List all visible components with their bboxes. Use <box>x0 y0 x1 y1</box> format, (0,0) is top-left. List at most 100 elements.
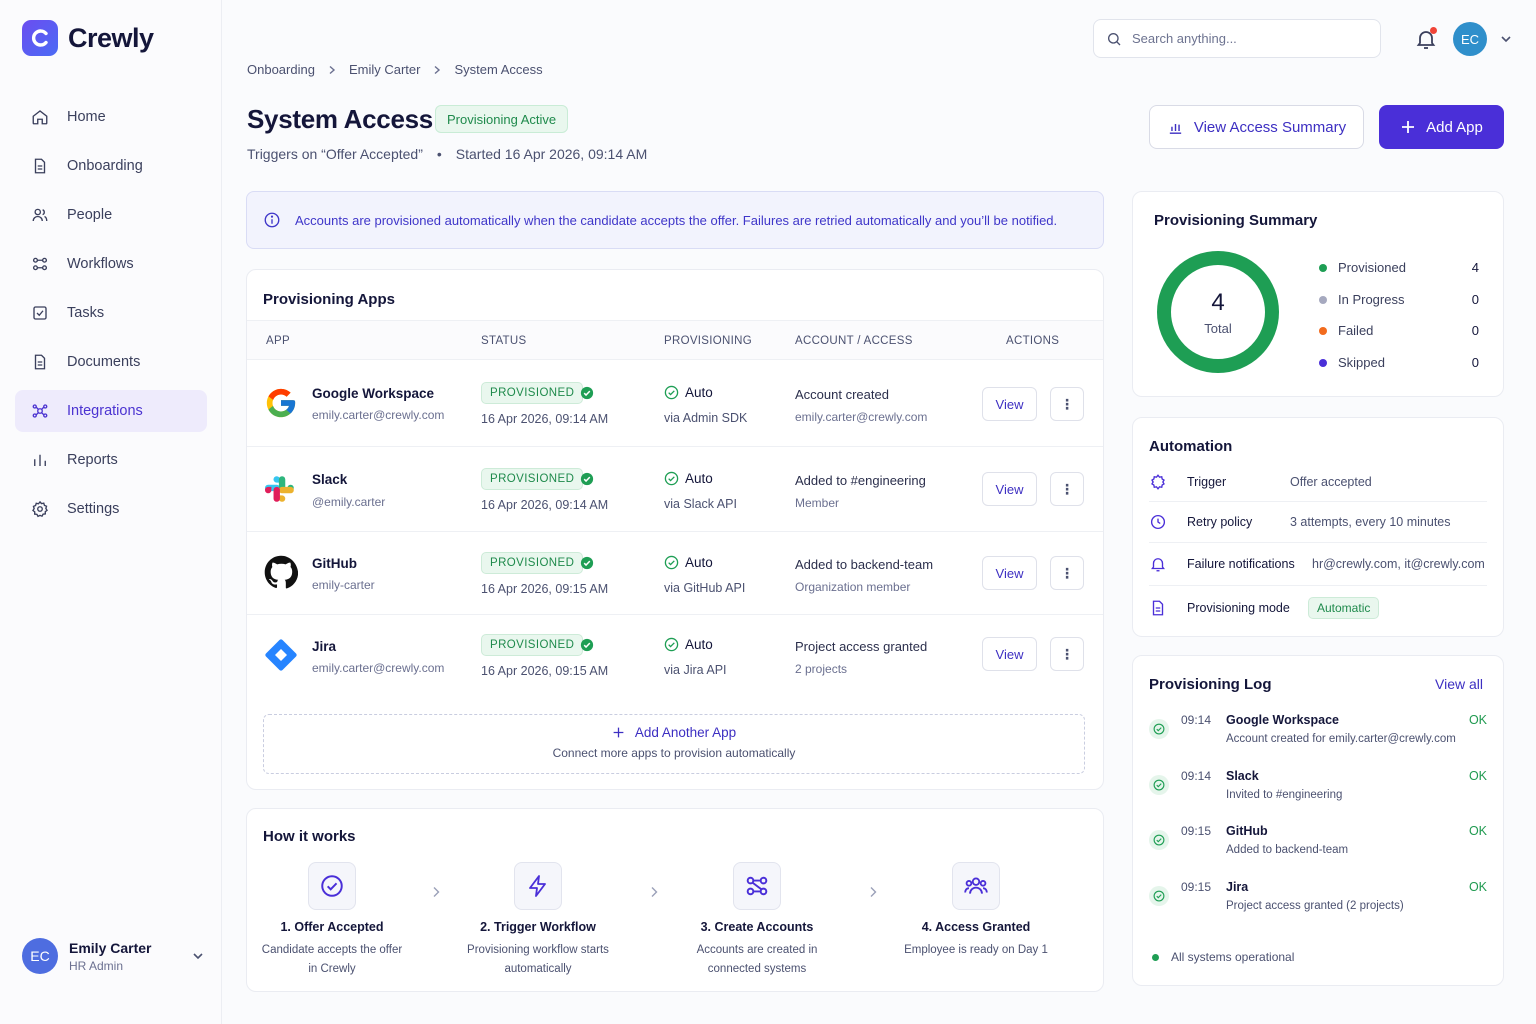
step-title: 3. Create Accounts <box>700 920 814 934</box>
provisioning-mode-label: Auto <box>685 637 713 652</box>
status-badge: PROVISIONED <box>481 552 584 574</box>
search-bar[interactable] <box>1093 19 1381 58</box>
breadcrumb-item[interactable]: Emily Carter <box>348 62 421 77</box>
integrations-icon <box>32 404 48 418</box>
log-time: 09:15 <box>1181 824 1212 838</box>
sidebar-item-onboarding[interactable]: Onboarding <box>15 145 207 187</box>
gear-icon <box>32 500 48 518</box>
notification-dot <box>1430 27 1437 34</box>
sidebar-item-reports[interactable]: Reports <box>15 439 207 481</box>
log-status: OK <box>1468 880 1487 894</box>
provisioning-log-card: Provisioning Log View all 09:14 Google W… <box>1132 655 1504 986</box>
sidebar-item-documents[interactable]: Documents <box>15 341 207 383</box>
status-date: 16 Apr 2026, 09:14 AM <box>481 498 609 512</box>
started-text: Started 16 Apr 2026, 09:14 AM <box>455 146 648 162</box>
add-app-button[interactable]: Add App <box>1379 105 1504 149</box>
user-name: Emily Carter <box>69 939 152 956</box>
app-account: emily-carter <box>312 578 375 592</box>
divider <box>1149 542 1487 543</box>
trigger-icon <box>1151 474 1165 490</box>
chevron-down-icon[interactable] <box>192 950 204 962</box>
how-step: 2. Trigger Workflow Provisioning workflo… <box>453 862 623 979</box>
view-all-link[interactable]: View all <box>1435 676 1483 692</box>
add-another-label: Add Another App <box>634 725 737 740</box>
check-circle-outline-icon <box>664 555 679 570</box>
view-button[interactable]: View <box>982 472 1037 506</box>
more-options-button[interactable]: ⋮ <box>1050 637 1084 671</box>
sidebar-item-home[interactable]: Home <box>15 96 207 138</box>
brand-name: Crewly <box>68 22 154 53</box>
header-avatar[interactable]: EC <box>1453 22 1487 56</box>
sidebar-item-label: People <box>67 207 113 223</box>
view-button[interactable]: View <box>982 556 1037 590</box>
log-description: Added to backend-team <box>1226 844 1349 856</box>
app-name: Slack <box>312 472 348 487</box>
sidebar-item-settings[interactable]: Settings <box>15 488 207 530</box>
card-title: Provisioning Log <box>1149 676 1272 693</box>
column-header-provisioning: PROVISIONING <box>664 335 752 347</box>
more-options-button[interactable]: ⋮ <box>1050 387 1084 421</box>
account-status: Project access granted <box>795 639 928 654</box>
sidebar-user[interactable]: EC Emily Carter HR Admin <box>22 938 204 974</box>
brand-logo[interactable]: Crewly <box>22 20 154 56</box>
google-icon <box>263 385 299 421</box>
account-detail: 2 projects <box>795 662 848 676</box>
column-header-actions: ACTIONS <box>1006 335 1060 347</box>
jira-icon <box>263 637 299 673</box>
account-detail: Organization member <box>795 580 911 594</box>
team-icon <box>952 862 1000 910</box>
card-title: Provisioning Apps <box>263 291 395 308</box>
more-options-button[interactable]: ⋮ <box>1050 472 1084 506</box>
table-row: Jira emily.carter@crewly.com PROVISIONED… <box>247 615 1103 697</box>
legend-count: 0 <box>1471 323 1479 338</box>
add-another-app-button[interactable]: Add Another App Connect more apps to pro… <box>263 714 1085 774</box>
check-circle-outline-icon <box>664 385 679 400</box>
provisioning-mode: Auto <box>664 385 713 400</box>
status-dot <box>1152 953 1159 961</box>
search-icon <box>1108 32 1121 45</box>
notifications-bell-icon[interactable] <box>1414 27 1438 51</box>
sidebar-item-people[interactable]: People <box>15 194 207 236</box>
legend-item: Skipped 0 <box>1319 355 1479 370</box>
document-icon <box>1152 600 1164 616</box>
status-badge: PROVISIONED <box>481 634 584 656</box>
log-app: GitHub <box>1226 824 1268 838</box>
app-name: GitHub <box>312 556 357 571</box>
check-circle-outline-icon <box>664 471 679 486</box>
sidebar-nav: Home Onboarding People Workflows Tasks D… <box>15 96 207 537</box>
more-options-button[interactable]: ⋮ <box>1050 556 1084 590</box>
app-name: Jira <box>312 639 337 654</box>
status-badge: PROVISIONED <box>481 468 584 490</box>
breadcrumb-item[interactable]: Onboarding <box>247 62 315 77</box>
system-status-text: All systems operational <box>1171 950 1295 964</box>
sidebar-item-workflows[interactable]: Workflows <box>15 243 207 285</box>
home-icon <box>32 110 48 125</box>
status-date: 16 Apr 2026, 09:15 AM <box>481 664 609 678</box>
crewly-logo-icon <box>22 20 58 56</box>
view-button[interactable]: View <box>982 387 1037 421</box>
legend-label: In Progress <box>1338 292 1405 307</box>
account-status: Added to #engineering <box>795 473 926 488</box>
view-button[interactable]: View <box>982 637 1037 671</box>
view-access-summary-button[interactable]: View Access Summary <box>1149 105 1364 149</box>
legend-label: Skipped <box>1338 355 1385 370</box>
donut-ring-provisioned <box>1157 251 1279 373</box>
column-header-status: STATUS <box>481 335 527 347</box>
checkbox-icon <box>33 306 47 320</box>
sidebar-item-tasks[interactable]: Tasks <box>15 292 207 334</box>
search-input[interactable] <box>1132 31 1362 46</box>
sidebar-item-label: Onboarding <box>67 158 143 174</box>
log-app: Google Workspace <box>1226 713 1339 727</box>
automation-row-mode: Provisioning mode Automatic <box>1149 597 1487 619</box>
app-account: emily.carter@crewly.com <box>312 408 445 422</box>
chevron-down-icon[interactable] <box>1500 33 1512 45</box>
add-another-sub: Connect more apps to provision automatic… <box>552 746 796 760</box>
breadcrumb-item-current: System Access <box>454 62 543 77</box>
legend-count: 0 <box>1471 292 1479 307</box>
chevron-right-icon <box>329 65 336 74</box>
lightning-icon <box>514 862 562 910</box>
column-header-app: APP <box>266 335 290 347</box>
log-status: OK <box>1468 824 1487 838</box>
legend-label: Provisioned <box>1338 260 1406 275</box>
sidebar-item-integrations[interactable]: Integrations <box>15 390 207 432</box>
